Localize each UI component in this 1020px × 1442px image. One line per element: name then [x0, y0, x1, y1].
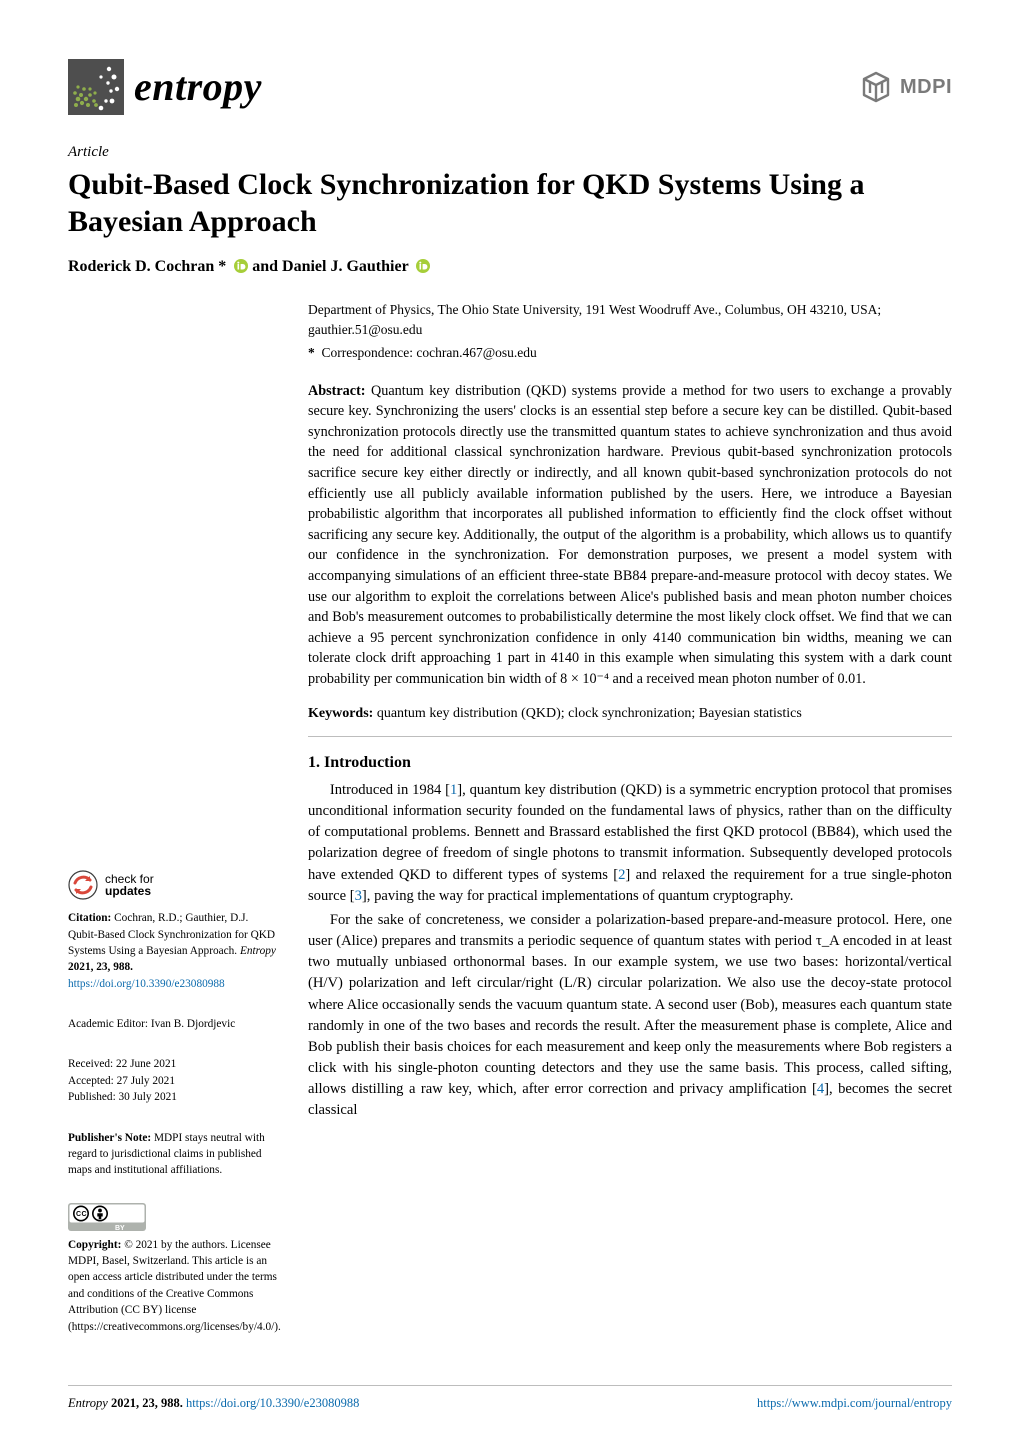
keywords-text: quantum key distribution (QKD); clock sy…	[377, 706, 802, 721]
svg-text:BY: BY	[115, 1225, 125, 1231]
correspondence: * Correspondence: cochran.467@osu.edu	[308, 343, 952, 363]
svg-text:C: C	[82, 1211, 87, 1218]
footer-left: Entropy 2021, 23, 988. https://doi.org/1…	[68, 1394, 359, 1412]
content-columns: check for updates Citation: Cochran, R.D…	[68, 300, 952, 1367]
check-for-updates[interactable]: check for updates	[68, 870, 280, 900]
date-received: Received: 22 June 2021	[68, 1056, 280, 1072]
cc-by-icon: CC BY	[68, 1203, 146, 1231]
abstract-label: Abstract:	[308, 383, 366, 399]
brand-row: entropy MDPI	[68, 58, 952, 116]
author-1: Roderick D. Cochran *	[68, 258, 226, 275]
publisher-note-block: Publisher's Note: MDPI stays neutral wit…	[68, 1130, 280, 1189]
entropy-tile-icon	[68, 59, 124, 115]
article-type: Article	[68, 142, 952, 164]
orcid-icon[interactable]	[416, 259, 430, 273]
corr-text: Correspondence: cochran.467@osu.edu	[322, 345, 537, 360]
footer-right: https://www.mdpi.com/journal/entropy	[757, 1394, 952, 1412]
date-published: Published: 30 July 2021	[68, 1089, 280, 1105]
citation-year-vol: 2021, 23, 988.	[68, 961, 133, 973]
check-updates-bottom: updates	[105, 884, 151, 898]
page-footer: Entropy 2021, 23, 988. https://doi.org/1…	[68, 1385, 952, 1412]
abstract-text: Quantum key distribution (QKD) systems p…	[308, 383, 952, 687]
dates-block: Received: 22 June 2021 Accepted: 27 July…	[68, 1056, 280, 1115]
mdpi-icon	[858, 69, 894, 105]
ref-3-link[interactable]: 3	[355, 888, 362, 904]
affiliation: Department of Physics, The Ohio State Un…	[308, 300, 952, 339]
article-title: Qubit-Based Clock Synchronization for QK…	[68, 166, 952, 241]
copyright-text: © 2021 by the authors. Licensee MDPI, Ba…	[68, 1239, 281, 1333]
footer-journal: Entropy	[68, 1396, 108, 1410]
check-updates-icon	[68, 870, 98, 900]
corr-star: *	[308, 345, 315, 360]
journal-name: entropy	[134, 58, 262, 116]
editor-label: Academic Editor:	[68, 1018, 151, 1030]
copyright-block: Copyright: © 2021 by the authors. Licens…	[68, 1237, 280, 1345]
citation-journal: Entropy	[240, 945, 276, 957]
footer-doi-link[interactable]: https://doi.org/10.3390/e23080988	[186, 1396, 359, 1410]
sidebar: check for updates Citation: Cochran, R.D…	[68, 300, 280, 1367]
footer-journal-link[interactable]: https://www.mdpi.com/journal/entropy	[757, 1396, 952, 1410]
keywords-label: Keywords:	[308, 706, 373, 721]
intro-p2: For the sake of concreteness, we conside…	[308, 910, 952, 1122]
orcid-icon[interactable]	[234, 259, 248, 273]
publisher-label: MDPI	[900, 73, 952, 102]
citation-doi-link[interactable]: https://doi.org/10.3390/e23080988	[68, 978, 225, 990]
p2-a: For the sake of concreteness, we conside…	[308, 912, 952, 1097]
p1-a: Introduced in 1984 [	[330, 782, 450, 798]
cc-by-badge[interactable]: CC BY	[68, 1203, 280, 1231]
journal-logo: entropy	[68, 58, 262, 116]
authors: Roderick D. Cochran * and Daniel J. Gaut…	[68, 255, 952, 278]
divider	[308, 736, 952, 737]
footer-biblio: 2021, 23, 988.	[111, 1396, 186, 1410]
abstract: Abstract: Quantum key distribution (QKD)…	[308, 381, 952, 690]
author-and: and	[252, 258, 282, 275]
editor-block: Academic Editor: Ivan B. Djordjevic	[68, 1016, 280, 1042]
citation-block: Citation: Cochran, R.D.; Gauthier, D.J. …	[68, 910, 280, 1002]
date-accepted: Accepted: 27 July 2021	[68, 1073, 280, 1089]
keywords: Keywords: quantum key distribution (QKD)…	[308, 704, 952, 724]
svg-text:C: C	[76, 1211, 81, 1218]
check-updates-label: check for updates	[105, 873, 154, 898]
pubnote-label: Publisher's Note:	[68, 1132, 151, 1144]
publisher-logo: MDPI	[858, 69, 952, 105]
author-2: Daniel J. Gauthier	[282, 258, 408, 275]
p1-d: ], paving the way for practical implemen…	[362, 888, 793, 904]
copyright-label: Copyright:	[68, 1239, 121, 1251]
intro-p1: Introduced in 1984 [1], quantum key dist…	[308, 780, 952, 907]
citation-label: Citation:	[68, 912, 111, 924]
section-heading-1: 1. Introduction	[308, 751, 952, 774]
editor-name: Ivan B. Djordjevic	[151, 1018, 235, 1030]
page: entropy MDPI Article Qubit-Based Clock S…	[0, 0, 1020, 1442]
main-column: Department of Physics, The Ohio State Un…	[308, 300, 952, 1367]
